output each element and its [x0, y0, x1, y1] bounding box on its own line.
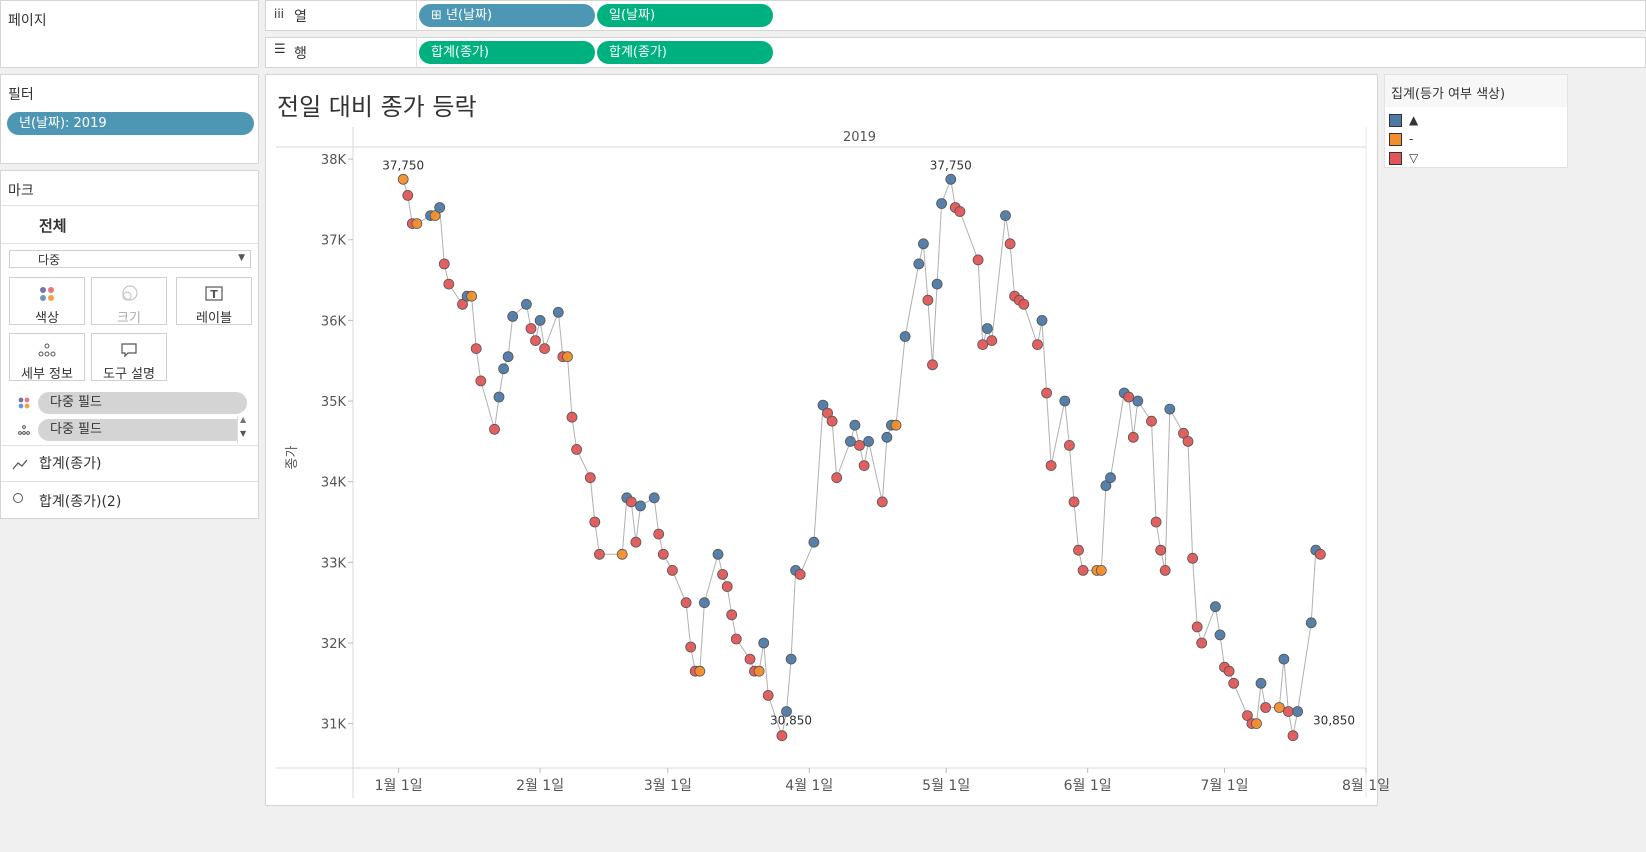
legend-label: ▽	[1409, 151, 1419, 165]
chart-title: 전일 대비 종가 등락	[277, 93, 477, 121]
marks-card: 마크 전체 다중 ▼ 색상 크기 T 레이블 세부 정보 도구 설명	[0, 170, 259, 519]
columns-pill-day[interactable]: 일(날짜)	[597, 4, 773, 27]
legend-title: 집계(등가 여부 색상)	[1391, 87, 1506, 102]
size-circles-icon	[92, 284, 166, 304]
pages-shelf[interactable]: 페이지	[0, 0, 259, 68]
legend-swatch	[1389, 133, 1402, 146]
filters-title: 필터	[8, 87, 34, 103]
scrollbar[interactable]: ▲ ▼	[237, 415, 250, 444]
marks-title: 마크	[8, 183, 34, 199]
legend-swatch	[1389, 152, 1402, 165]
legend-item-up[interactable]: ▲	[1389, 113, 1559, 129]
color-legend: 집계(등가 여부 색상) ▲ - ▽	[1384, 74, 1568, 168]
tooltip-button[interactable]: 도구 설명	[91, 333, 167, 382]
legend-swatch	[1389, 114, 1402, 127]
rows-pill-close-1[interactable]: 합계(종가)	[419, 41, 595, 64]
color-button-label: 색상	[35, 311, 59, 326]
rows-pill-close-2[interactable]: 합계(종가)	[597, 41, 773, 64]
columns-icon: iii	[274, 7, 285, 21]
color-field-icon	[17, 395, 31, 414]
tooltip-button-label: 도구 설명	[103, 367, 155, 382]
shelf-divider	[416, 38, 417, 67]
label-button[interactable]: T 레이블	[176, 277, 252, 326]
color-button[interactable]: 색상	[9, 277, 85, 326]
filter-pill-year[interactable]: 년(날짜): 2019	[7, 112, 254, 135]
mark-type-select[interactable]: 다중 ▼	[9, 250, 251, 268]
filters-shelf[interactable]: 필터 년(날짜): 2019	[0, 74, 259, 164]
rows-icon: ☰	[274, 42, 286, 57]
detail-button[interactable]: 세부 정보	[9, 333, 85, 382]
speech-bubble-icon	[92, 340, 166, 360]
label-button-label: 레이블	[196, 311, 232, 326]
size-button-label: 크기	[117, 311, 141, 326]
detail-button-label: 세부 정보	[21, 367, 73, 382]
measure-close-tab[interactable]: 합계(종가)	[39, 456, 102, 472]
legend-item-down[interactable]: ▽	[1389, 151, 1559, 167]
chevron-down-icon: ▼	[238, 253, 245, 263]
detail-field-icon	[17, 422, 31, 441]
columns-pill-year[interactable]: ⊞ 년(날짜)	[419, 4, 595, 27]
columns-label: 열	[294, 9, 307, 25]
text-t-icon: T	[177, 284, 251, 304]
shelf-divider	[416, 1, 417, 30]
detail-dots-icon	[10, 340, 84, 360]
legend-label: -	[1409, 132, 1414, 146]
pages-title: 페이지	[8, 13, 47, 29]
color-field-pill[interactable]: 다중 필드	[38, 392, 247, 414]
measure-close2-tab[interactable]: 합계(종가)(2)	[39, 494, 122, 510]
chart-view: 전일 대비 종가 등락	[265, 74, 1378, 806]
svg-text:T: T	[210, 288, 218, 301]
circle-mark-icon	[13, 493, 23, 503]
scroll-down-icon[interactable]: ▼	[240, 429, 247, 438]
size-button[interactable]: 크기	[91, 277, 167, 326]
mark-type-value: 다중	[38, 253, 61, 267]
marks-all-tab[interactable]: 전체	[39, 217, 67, 235]
legend-label: ▲	[1409, 113, 1419, 127]
legend-item-same[interactable]: -	[1389, 132, 1559, 148]
detail-field-pill[interactable]: 다중 필드	[38, 419, 247, 441]
scroll-up-icon[interactable]: ▲	[240, 415, 247, 424]
rows-label: 행	[294, 46, 307, 62]
line-chart-icon	[12, 456, 28, 475]
color-dots-icon	[10, 284, 84, 304]
